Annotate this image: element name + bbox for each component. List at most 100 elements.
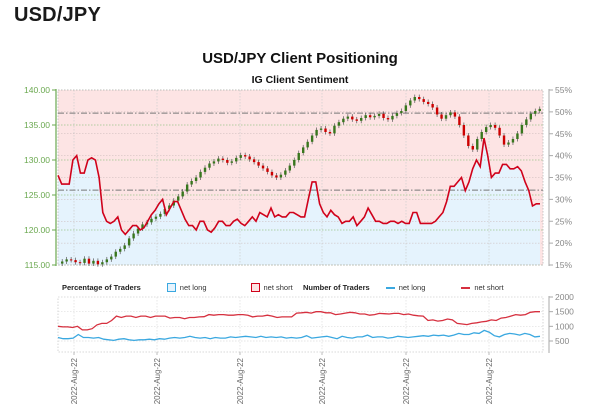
- bottom-grid: [57, 296, 544, 353]
- candle: [208, 163, 211, 168]
- legend-num-long[interactable]: net long: [398, 283, 426, 292]
- candle: [529, 113, 533, 120]
- percent-tick-label: 45%: [555, 129, 572, 139]
- candle: [101, 262, 104, 265]
- percent-tick-label: 35%: [555, 173, 572, 183]
- candle: [119, 248, 122, 252]
- net-short-percent-line: [57, 137, 540, 236]
- candle: [154, 216, 158, 219]
- candle: [221, 158, 225, 160]
- date-tick-label: 2022-Aug-22: [318, 357, 327, 404]
- candle: [136, 228, 140, 234]
- candle: [328, 132, 332, 134]
- candle: [266, 168, 269, 172]
- chart-subtitle: IG Client Sentiment: [251, 74, 349, 86]
- candle: [351, 116, 354, 120]
- percent-tick-label: 20%: [555, 238, 572, 248]
- candle: [243, 155, 247, 157]
- date-tick-label: 2022-Aug-22: [70, 357, 79, 404]
- main-grid: [57, 89, 544, 266]
- date-axis: 2022-Aug-22 2022-Aug-22 2022-Aug-22 2022-Au…: [70, 352, 494, 404]
- candle: [324, 128, 327, 132]
- candle: [413, 97, 416, 101]
- percent-tick-label: 50%: [555, 107, 572, 117]
- candle: [194, 177, 198, 181]
- net-long-line-swatch-icon: [385, 286, 395, 289]
- candle: [284, 170, 287, 175]
- candle: [257, 162, 260, 166]
- candle: [520, 125, 524, 134]
- candle: [426, 101, 430, 104]
- candle: [230, 161, 233, 163]
- date-tick-label: 2022-Aug-22: [402, 357, 411, 404]
- candle: [525, 119, 528, 125]
- net-long-area: [58, 138, 540, 265]
- count-axis: 2000 1500 1000 500: [549, 292, 574, 346]
- candle: [275, 175, 278, 178]
- candle: [248, 156, 251, 160]
- candle: [252, 159, 256, 163]
- candle: [462, 125, 466, 136]
- candle: [453, 112, 457, 117]
- candle: [315, 129, 318, 136]
- candle: [217, 158, 220, 162]
- candle: [235, 157, 238, 162]
- price-tick-label: 115.00: [25, 260, 51, 270]
- candle: [141, 224, 144, 229]
- candle: [489, 125, 492, 128]
- candle: [69, 259, 73, 261]
- candle: [484, 127, 488, 132]
- candle: [319, 128, 323, 130]
- candle: [110, 256, 113, 260]
- candle: [502, 135, 506, 145]
- count-tick-label: 2000: [555, 292, 574, 302]
- candle: [534, 111, 537, 114]
- candle: [127, 238, 131, 246]
- net-short-swatch-icon: [250, 283, 260, 292]
- count-tick-label: 500: [555, 336, 569, 346]
- percent-tick-label: 15%: [555, 260, 572, 270]
- price-tick-label: 140.00: [24, 85, 50, 95]
- number-legend-title: Number of Traders: [303, 283, 370, 292]
- candle: [123, 245, 126, 249]
- candle: [386, 118, 390, 120]
- candle: [279, 174, 283, 178]
- candle: [476, 139, 479, 150]
- percent-tick-label: 25%: [555, 216, 572, 226]
- candle: [132, 233, 135, 239]
- percentage-legend: Percentage of Traders net long net short: [62, 283, 293, 292]
- date-tick-label: 2022-Aug-22: [153, 357, 162, 404]
- candle: [355, 119, 358, 121]
- candle: [368, 115, 372, 118]
- candle: [293, 160, 296, 166]
- candle: [226, 160, 229, 163]
- candle: [480, 132, 483, 139]
- candle: [61, 261, 64, 264]
- percent-tick-label: 30%: [555, 194, 572, 204]
- reference-lines: [58, 112, 543, 191]
- legend-pct-short[interactable]: net short: [263, 283, 293, 292]
- candle: [431, 104, 434, 108]
- candle: [418, 97, 421, 100]
- candle: [190, 181, 193, 185]
- candle: [516, 133, 519, 139]
- chart-title: USD/JPY Client Positioning: [202, 50, 398, 67]
- price-tick-label: 125.00: [24, 190, 50, 200]
- candle: [346, 116, 350, 119]
- net-short-line-swatch-icon: [461, 286, 471, 289]
- candle: [337, 122, 341, 126]
- date-tick-label: 2022-Aug-22: [485, 357, 494, 404]
- legend-num-short[interactable]: net short: [474, 283, 504, 292]
- candle: [212, 161, 216, 164]
- net-long-swatch-icon: [166, 283, 176, 292]
- legend-pct-long[interactable]: net long: [179, 283, 207, 292]
- candle: [435, 107, 439, 115]
- candle: [114, 251, 117, 257]
- candle: [105, 259, 109, 263]
- candle: [92, 260, 95, 264]
- price-tick-label: 130.00: [24, 155, 50, 165]
- candle: [65, 259, 68, 262]
- candle: [203, 167, 207, 172]
- candle: [288, 165, 292, 171]
